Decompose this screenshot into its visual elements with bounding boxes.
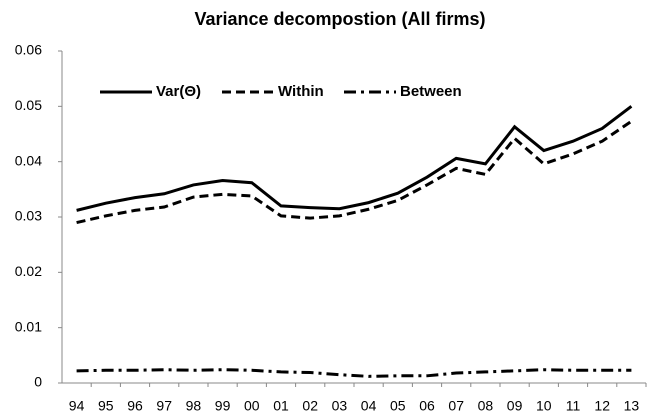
x-tick-label: 11 (566, 398, 581, 414)
x-tick-label: 13 (624, 398, 640, 414)
series-line (76, 105, 633, 212)
y-tick-label: 0.06 (15, 42, 42, 58)
series-line (76, 120, 633, 224)
x-tick-label: 05 (390, 398, 406, 414)
x-tick-label: 12 (594, 398, 610, 414)
y-tick-label: 0.01 (15, 318, 42, 334)
legend-label: Var(Θ) (156, 83, 201, 100)
x-tick-label: 10 (536, 398, 552, 414)
y-tick-label: 0.05 (15, 97, 42, 113)
x-tick-label: 04 (361, 398, 377, 414)
x-tick-label: 96 (127, 398, 143, 414)
x-tick-label: 94 (69, 398, 85, 414)
x-tick-label: 08 (478, 398, 494, 414)
y-tick-label: 0 (34, 374, 42, 390)
x-tick-label: 06 (419, 398, 435, 414)
x-tick-label: 09 (507, 398, 523, 414)
x-tick-label: 97 (156, 398, 172, 414)
x-tick-label: 99 (215, 398, 231, 414)
legend-label: Within (278, 83, 324, 100)
x-tick-label: 00 (244, 398, 260, 414)
y-tick-label: 0.04 (15, 152, 42, 168)
x-tick-label: 02 (302, 398, 318, 414)
x-tick-label: 01 (273, 398, 289, 414)
x-tick-label: 03 (332, 398, 348, 414)
series-line (76, 368, 632, 378)
x-tick-label: 07 (448, 398, 464, 414)
x-tick-label: 95 (98, 398, 114, 414)
y-tick-label: 0.02 (15, 263, 42, 279)
chart-title: Variance decompostion (All firms) (194, 9, 485, 29)
x-tick-label: 98 (186, 398, 202, 414)
y-tick-label: 0.03 (15, 208, 42, 224)
legend-label: Between (400, 83, 462, 100)
